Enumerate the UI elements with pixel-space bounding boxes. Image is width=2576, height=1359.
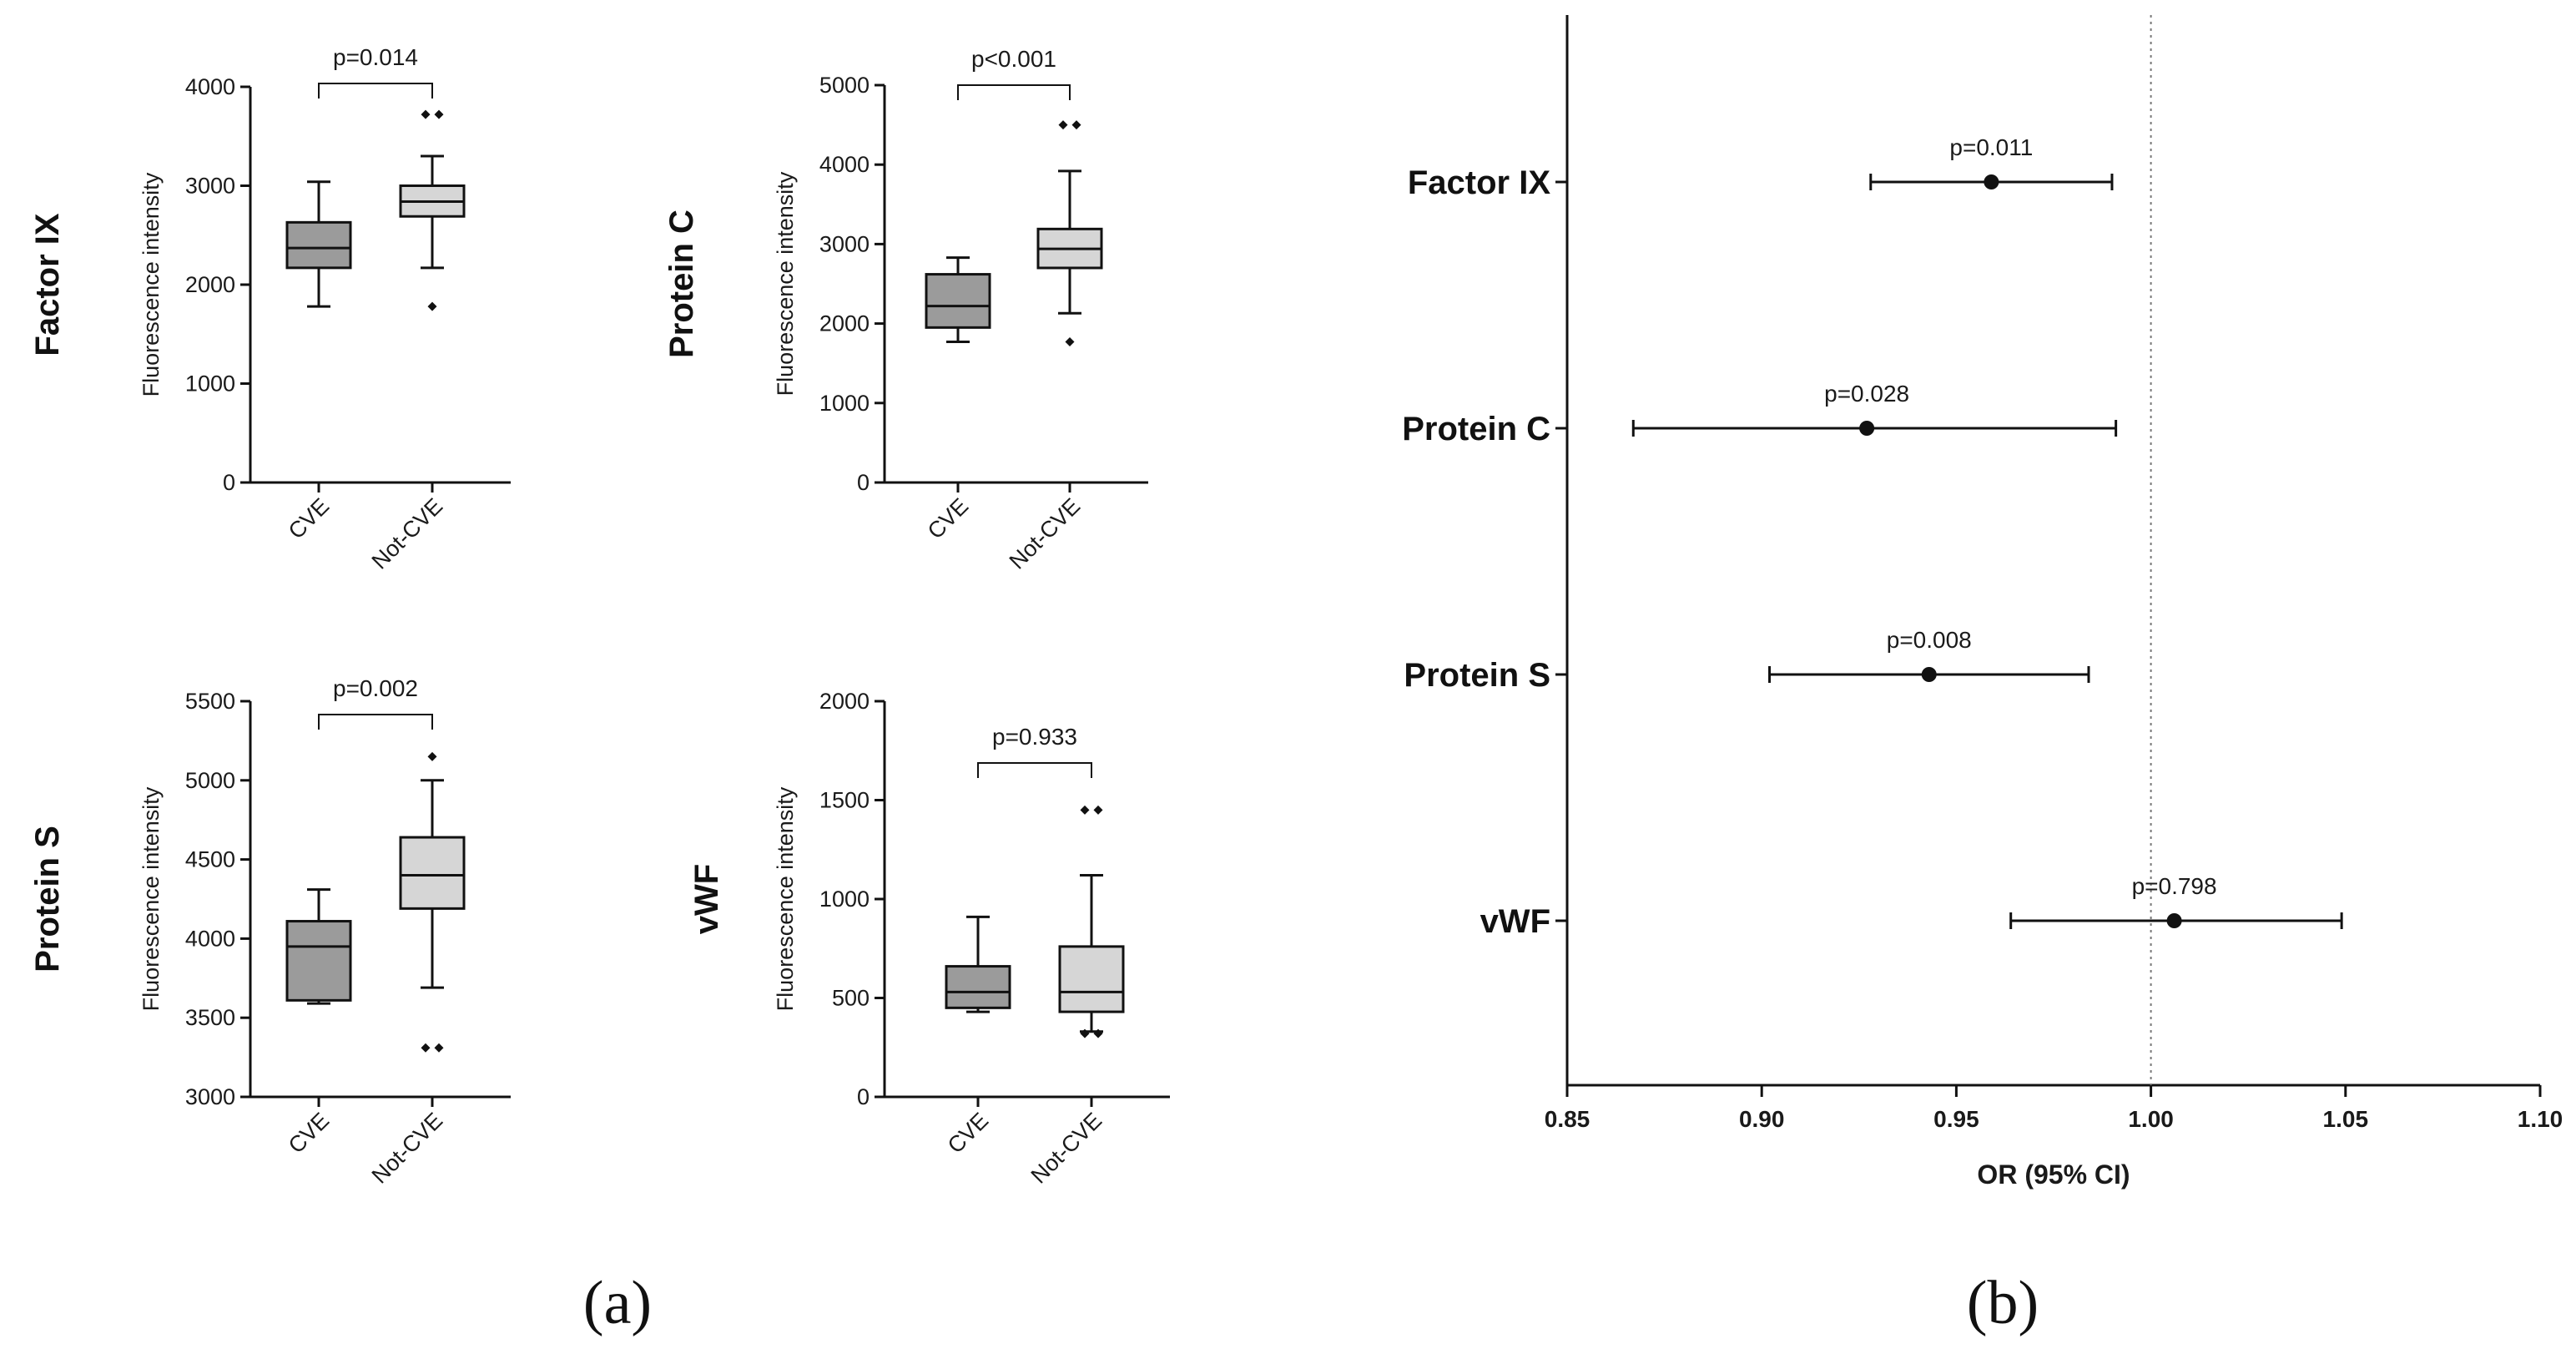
y-tick-label: 3000	[185, 174, 235, 199]
outlier-point	[427, 301, 437, 311]
boxplot-protein-c: 0 1000 2000 3000 4000 5000 Fluorescence intens…	[663, 46, 1148, 574]
p-value-label: p=0.798	[2132, 873, 2217, 899]
box-iqr	[1058, 945, 1125, 1013]
y-tick-label: 1000	[819, 391, 870, 416]
forest-plot: 0.85 0.90 0.95 1.00 1.05 1.10 OR (95% CI) Facto…	[1402, 15, 2563, 1190]
boxplot-vwf: 0 500 1000 1500 2000 Fluorescence intensity vW…	[688, 689, 1170, 1189]
outlier-point	[1093, 1028, 1103, 1038]
x-tick-label: 0.85	[1545, 1106, 1590, 1132]
outlier-point	[427, 751, 437, 761]
x-tick-label: CVE	[943, 1108, 993, 1158]
y-tick-label: 3500	[185, 1005, 235, 1030]
outlier-point	[434, 109, 444, 119]
y-tick-label: 2000	[819, 689, 870, 714]
row-label: Protein C	[1402, 411, 1550, 447]
x-tick-label: Not-CVE	[367, 493, 448, 574]
odds-ratio-point	[1859, 421, 1875, 436]
p-value-label: p=0.028	[1824, 381, 1909, 407]
y-tick-label: 5000	[185, 768, 235, 793]
box-iqr	[285, 220, 352, 270]
p-value-label: p=0.933	[992, 724, 1077, 750]
x-axis-label: OR (95% CI)	[1977, 1159, 2130, 1190]
outlier-point	[1065, 336, 1075, 346]
box-iqr	[945, 965, 1011, 1009]
x-tick-label: CVE	[284, 1108, 334, 1158]
panel-label-b: (b)	[1967, 1269, 2039, 1337]
y-tick-label: 0	[857, 470, 870, 495]
odds-ratio-point	[1984, 174, 1999, 189]
boxplot-factor-ix: 0 1000 2000 3000 4000 Fluorescence intensity F…	[29, 44, 511, 574]
p-value-label: p=0.008	[1887, 627, 1972, 653]
chart-title: vWF	[688, 864, 725, 934]
chart-title: Factor IX	[29, 213, 66, 356]
x-tick-label: Not-CVE	[1026, 1108, 1107, 1189]
chart-title: Protein C	[663, 210, 700, 358]
y-tick-label: 1500	[819, 788, 870, 813]
y-tick-label: 3000	[185, 1084, 235, 1109]
x-tick-label: 0.90	[1739, 1106, 1785, 1132]
outlier-point	[1080, 1028, 1090, 1038]
panel-label-a: (a)	[583, 1269, 652, 1337]
y-axis-label: Fluorescence intensity	[139, 786, 164, 1011]
outlier-point	[421, 1043, 431, 1053]
significance-bracket	[977, 762, 1092, 778]
box-iqr	[925, 273, 991, 329]
boxplot-protein-s: 3000 3500 4000 4500 5000 5500 Fluorescence int…	[29, 675, 511, 1189]
row-label: vWF	[1480, 903, 1550, 940]
x-tick-label: 1.10	[2518, 1106, 2563, 1132]
y-tick-label: 4000	[185, 926, 235, 951]
y-axis-label: Fluorescence intensity	[773, 786, 798, 1011]
row-label: Factor IX	[1408, 164, 1550, 201]
x-tick-label: 1.00	[2128, 1106, 2174, 1132]
x-tick-label: Not-CVE	[367, 1108, 448, 1189]
outlier-point	[1093, 805, 1103, 815]
significance-bracket	[318, 714, 433, 730]
outlier-point	[434, 1043, 444, 1053]
p-value-label: p<0.001	[971, 46, 1056, 72]
y-axis-label: Fluorescence intensity	[773, 171, 798, 396]
significance-bracket	[957, 84, 1071, 100]
forest-row-factor-ix: Factor IX p=0.011	[1408, 134, 2114, 201]
y-tick-label: 5000	[819, 73, 870, 98]
y-tick-label: 1000	[185, 371, 235, 397]
y-tick-label: 3000	[819, 231, 870, 256]
x-tick-label: 1.05	[2323, 1106, 2369, 1132]
p-value-label: p=0.002	[333, 675, 418, 701]
forest-row-protein-c: Protein C p=0.028	[1402, 381, 2118, 447]
row-label: Protein S	[1404, 657, 1550, 694]
outlier-point	[1058, 120, 1068, 130]
y-tick-label: 4500	[185, 847, 235, 872]
outlier-point	[1071, 120, 1081, 130]
odds-ratio-point	[1921, 667, 1937, 682]
y-tick-label: 0	[857, 1084, 870, 1109]
outlier-point	[1080, 805, 1090, 815]
y-tick-label: 4000	[185, 74, 235, 99]
y-tick-label: 5500	[185, 689, 235, 714]
x-tick-label: CVE	[923, 493, 973, 543]
y-tick-label: 500	[832, 986, 870, 1011]
x-tick-label: 0.95	[1933, 1106, 1979, 1132]
y-tick-label: 4000	[819, 152, 870, 177]
y-tick-label: 0	[223, 470, 235, 495]
forest-row-vwf: vWF p=0.798	[1480, 873, 2343, 940]
odds-ratio-point	[2166, 913, 2182, 928]
box-iqr	[285, 920, 352, 1002]
chart-title: Protein S	[29, 826, 66, 973]
x-tick-label: CVE	[284, 493, 334, 543]
box-iqr	[399, 836, 466, 910]
y-tick-label: 2000	[819, 311, 870, 336]
outlier-point	[421, 109, 431, 119]
y-tick-label: 1000	[819, 887, 870, 912]
y-axis-label: Fluorescence intensity	[139, 172, 164, 397]
forest-row-protein-s: Protein S p=0.008	[1404, 627, 2090, 694]
p-value-label: p=0.014	[333, 44, 418, 70]
p-value-label: p=0.011	[1949, 134, 2033, 160]
significance-bracket	[318, 83, 433, 99]
x-tick-label: Not-CVE	[1005, 493, 1086, 574]
y-tick-label: 2000	[185, 272, 235, 297]
